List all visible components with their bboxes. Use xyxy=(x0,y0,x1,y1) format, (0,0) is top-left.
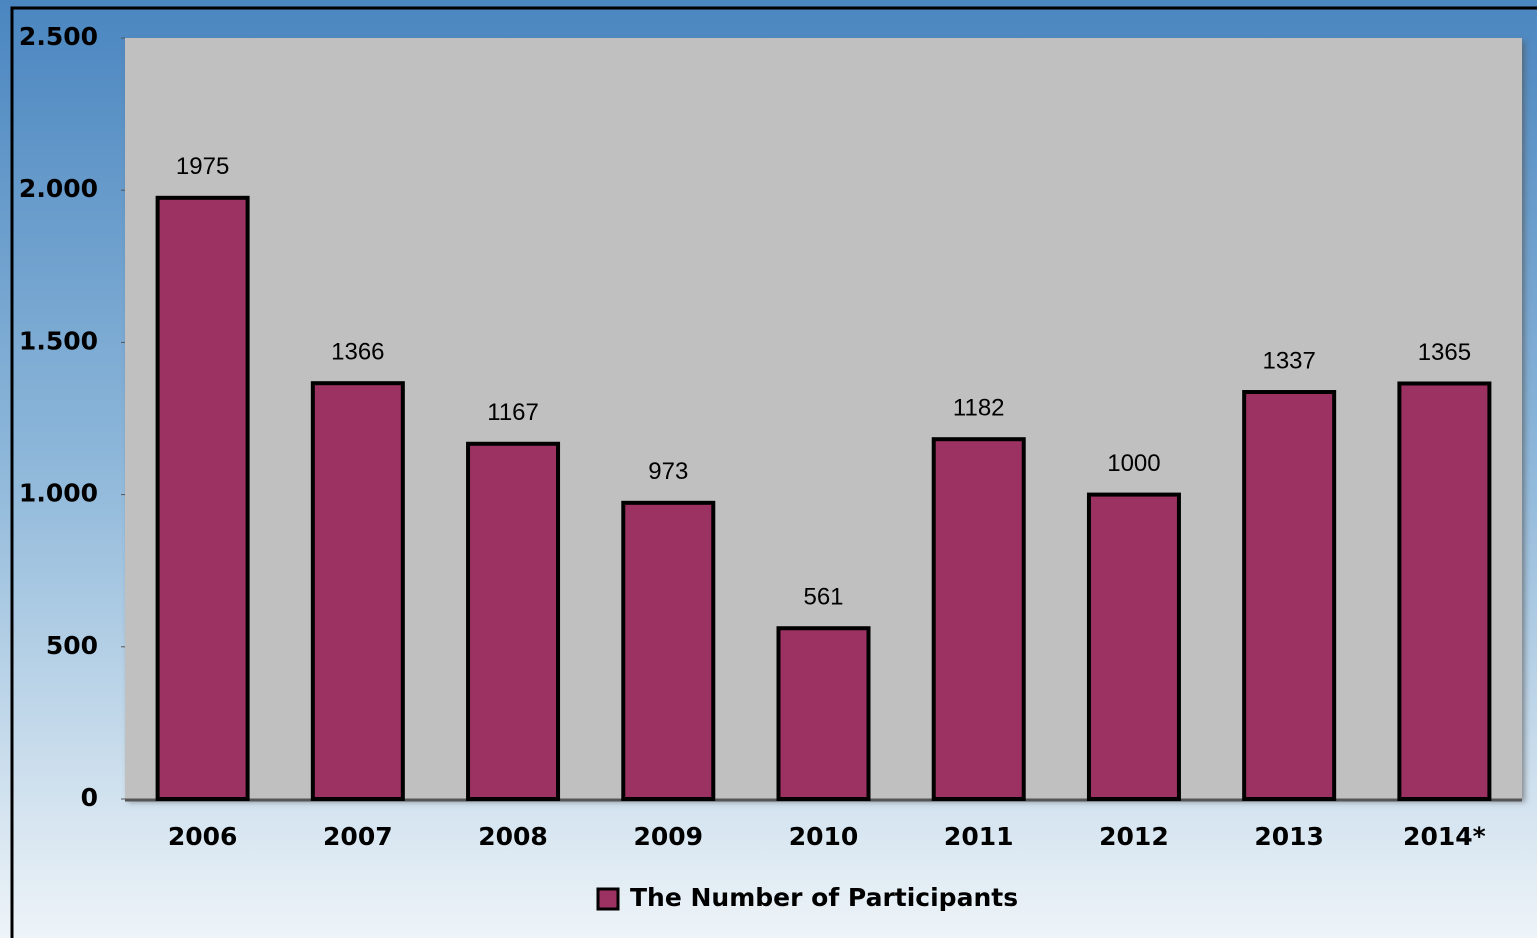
bar xyxy=(931,437,1026,801)
bar xyxy=(1242,390,1337,801)
bar xyxy=(1086,492,1181,801)
frame xyxy=(10,6,1537,938)
x-tick-label: 2010 xyxy=(789,822,859,851)
x-tick-label: 2008 xyxy=(478,822,548,851)
data-label: 1975 xyxy=(176,153,229,180)
data-label: 973 xyxy=(648,458,688,485)
x-tick-label: 2006 xyxy=(168,822,238,851)
bar xyxy=(1397,381,1492,801)
bar xyxy=(155,195,250,801)
y-tick-label: 500 xyxy=(46,631,98,660)
bar xyxy=(621,500,716,801)
data-label: 561 xyxy=(803,584,843,611)
data-label: 1337 xyxy=(1262,347,1315,374)
y-tick-label: 1.000 xyxy=(19,479,98,508)
y-tick-label: 2.500 xyxy=(19,22,98,51)
y-tick-label: 1.500 xyxy=(19,326,98,355)
x-tick-label: 2009 xyxy=(633,822,703,851)
data-label: 1000 xyxy=(1107,450,1160,477)
data-label: 1365 xyxy=(1418,339,1471,366)
x-tick-label: 2012 xyxy=(1099,822,1169,851)
y-tick-label: 0 xyxy=(81,783,98,812)
legend-label: The Number of Participants xyxy=(630,883,1018,912)
bar xyxy=(310,381,405,801)
legend-marker xyxy=(596,887,620,911)
bar xyxy=(776,626,871,802)
data-label: 1366 xyxy=(331,339,384,366)
x-tick-label: 2011 xyxy=(944,822,1014,851)
y-tick-label: 2.000 xyxy=(19,174,98,203)
x-tick-label: 2007 xyxy=(323,822,393,851)
x-tick-label: 2014* xyxy=(1403,822,1486,851)
data-label: 1167 xyxy=(487,399,539,426)
bar xyxy=(466,441,561,801)
x-tick-label: 2013 xyxy=(1254,822,1324,851)
data-label: 1182 xyxy=(953,395,1005,422)
